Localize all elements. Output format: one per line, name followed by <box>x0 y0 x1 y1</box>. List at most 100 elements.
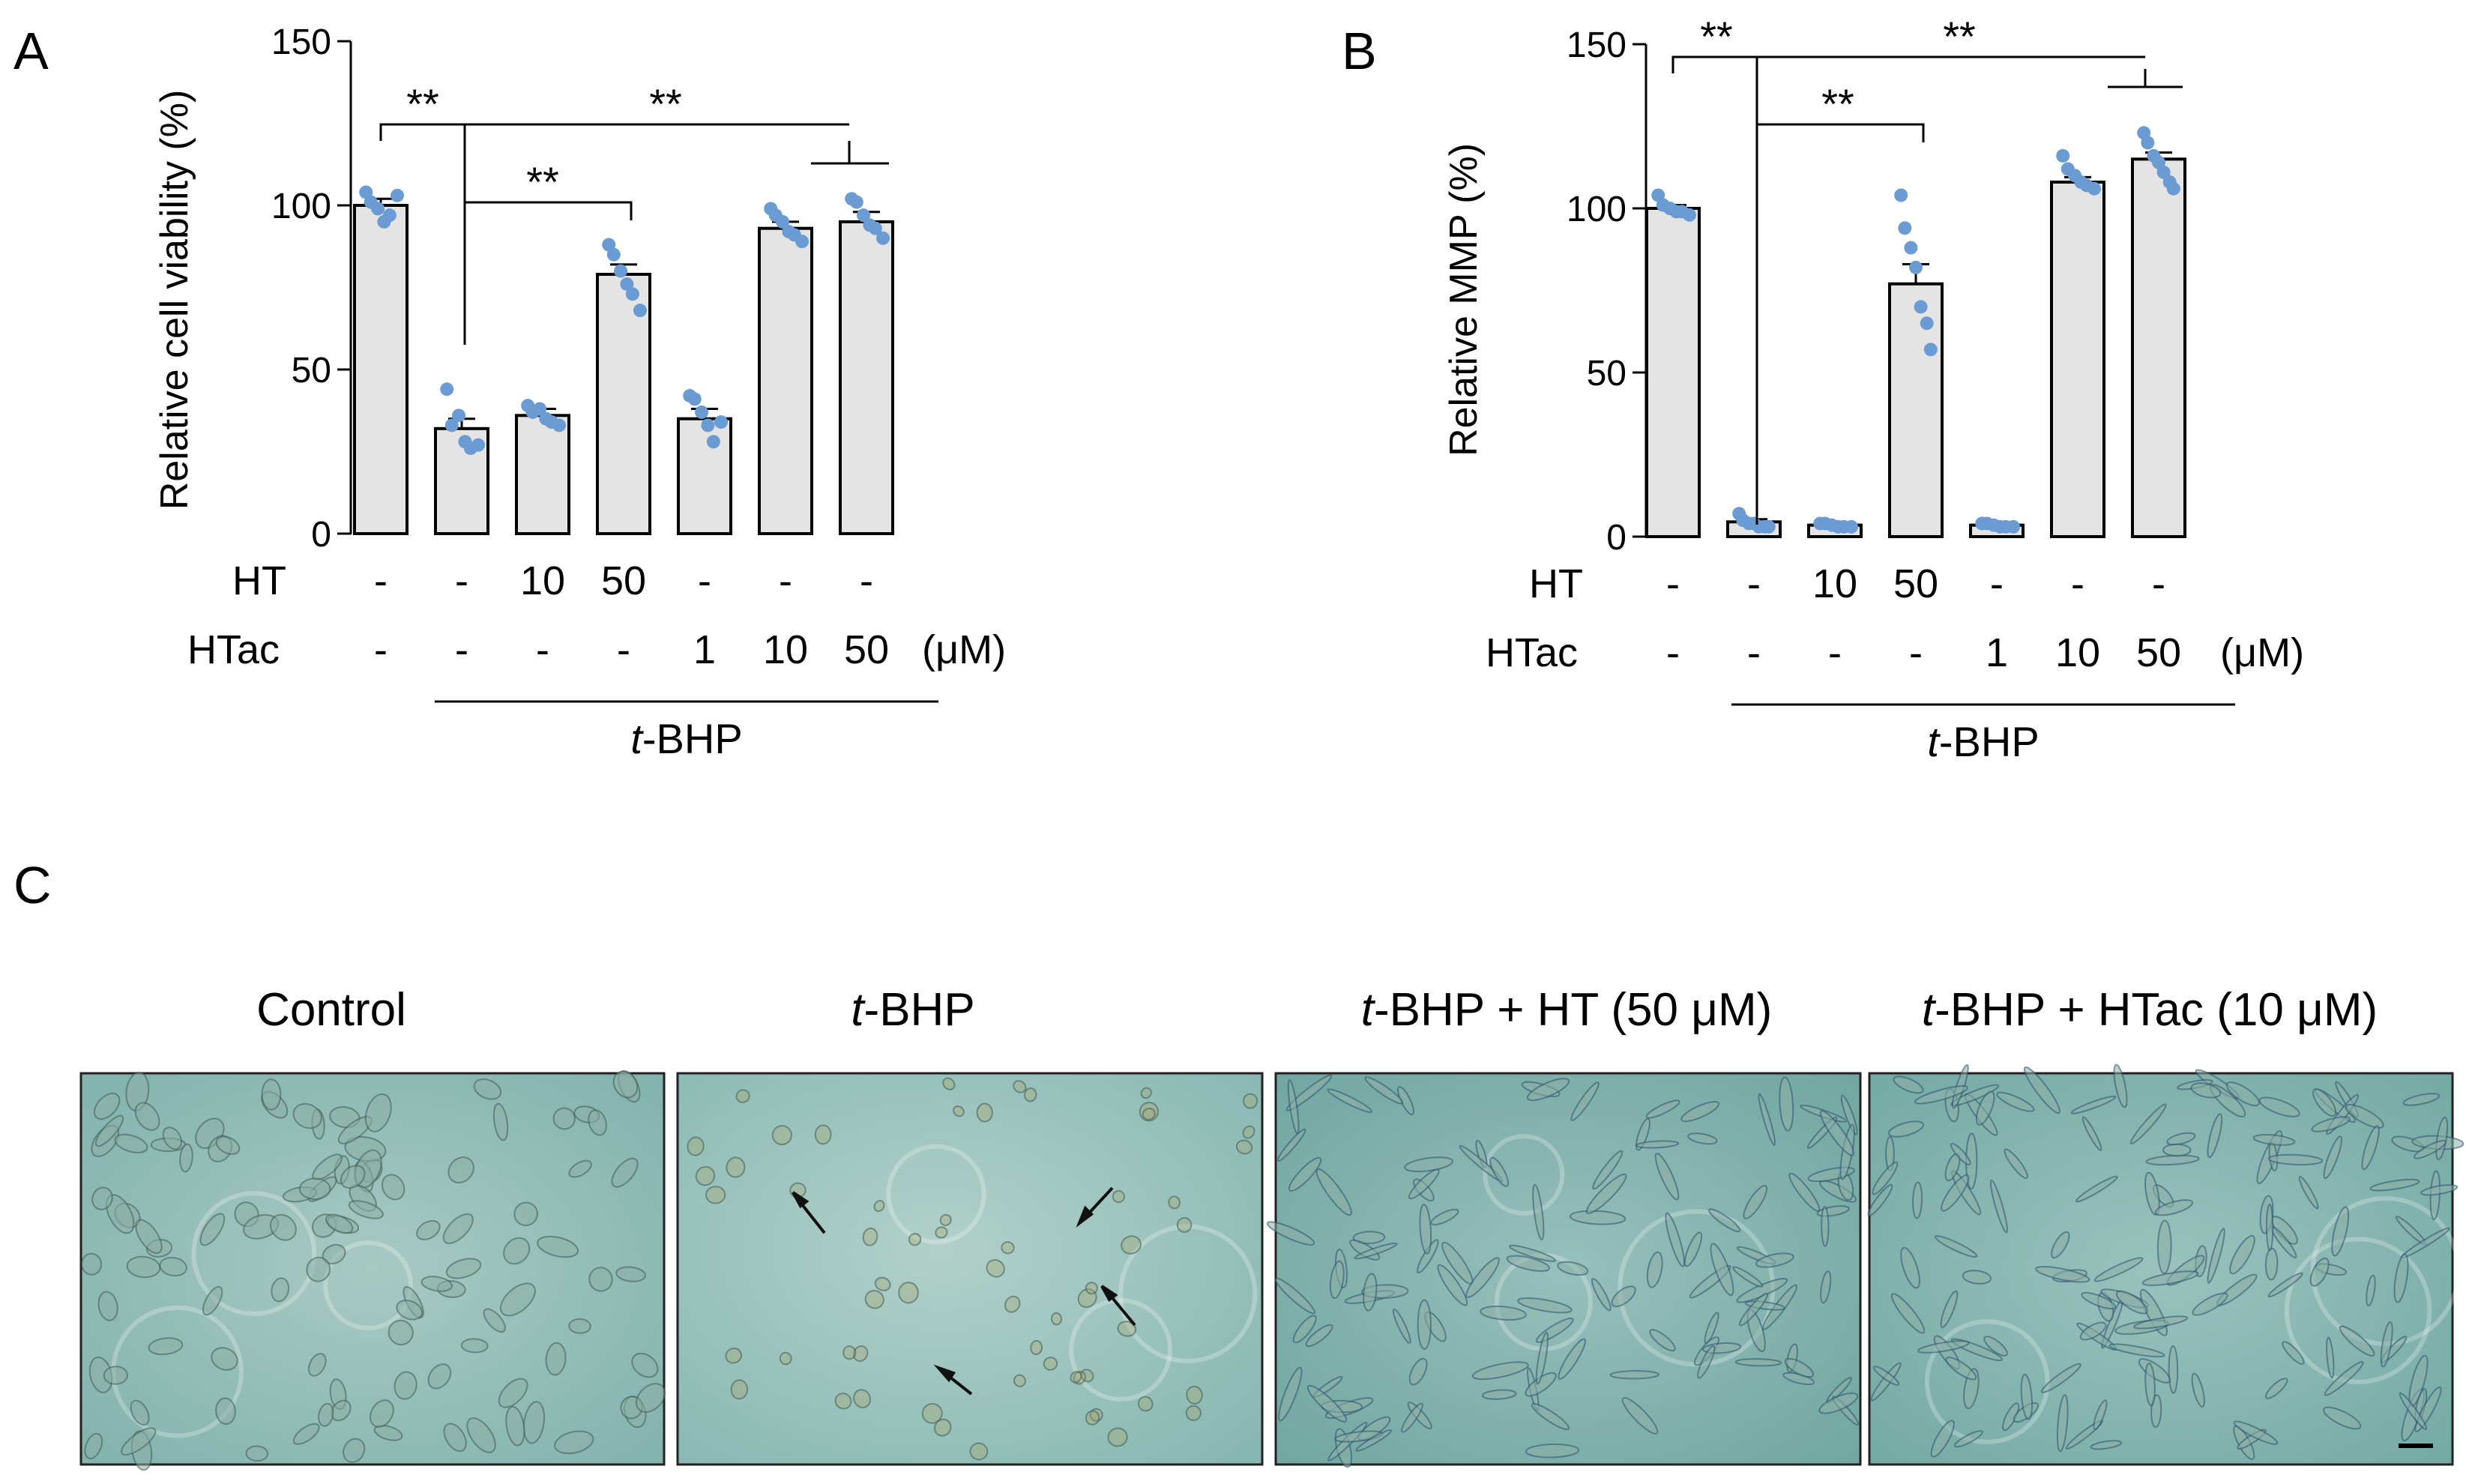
htac-values: - - - - 1 10 50 <box>1666 630 2181 675</box>
cell <box>2339 1325 2375 1357</box>
cell <box>1471 1361 1529 1381</box>
cell <box>853 1389 872 1408</box>
htac-value: - <box>374 627 388 672</box>
cell <box>2225 1082 2260 1107</box>
cell <box>492 1103 509 1141</box>
cell <box>2282 1341 2305 1365</box>
y-tick-label: 150 <box>1567 25 1627 65</box>
data-point <box>2156 165 2171 179</box>
cell <box>1085 1282 1098 1295</box>
ht-value: - <box>374 558 388 603</box>
htac-row-label: HTac <box>1486 630 1578 675</box>
cell <box>1621 1397 1659 1435</box>
cell <box>842 1345 857 1360</box>
cell <box>1954 1430 1983 1448</box>
cell <box>2323 1135 2342 1179</box>
cell <box>687 1136 705 1156</box>
bar <box>1645 207 1701 538</box>
cell <box>2108 1343 2165 1358</box>
data-point <box>1898 221 1912 235</box>
ht-value: 50 <box>1893 561 1938 606</box>
cell <box>2369 1178 2420 1192</box>
cell <box>1697 1345 1716 1379</box>
cell <box>460 1338 489 1354</box>
cell <box>611 1157 639 1188</box>
cell <box>473 1078 502 1100</box>
cell <box>1914 1085 1969 1105</box>
micrograph-tbhp-htac <box>1867 1064 2465 1466</box>
cell <box>2162 1143 2192 1157</box>
data-point <box>371 202 385 216</box>
cell <box>1315 1168 1352 1216</box>
cell <box>1004 1295 1021 1313</box>
cell <box>483 1308 506 1333</box>
cell <box>1526 1078 1570 1102</box>
cell <box>1535 1331 1549 1385</box>
cell <box>2267 1272 2303 1298</box>
cell <box>513 1201 538 1226</box>
ring-artefact <box>1483 1133 1565 1216</box>
cell <box>1408 1168 1440 1200</box>
bar <box>596 272 651 535</box>
cell <box>1085 1410 1100 1426</box>
cell <box>1983 1336 2008 1357</box>
ring-artefact <box>1924 1319 2050 1444</box>
cell <box>199 1213 226 1246</box>
cell <box>1531 1402 1570 1431</box>
cell <box>202 1285 223 1316</box>
cell <box>1532 1183 1545 1240</box>
cell <box>1354 1242 1398 1260</box>
cell <box>1887 1120 1925 1138</box>
cell <box>215 1135 241 1155</box>
data-point <box>471 438 485 452</box>
cell <box>615 1266 646 1282</box>
data-point <box>687 392 702 406</box>
cell <box>908 1233 922 1246</box>
micrograph-tbhp <box>676 1072 1264 1466</box>
micrograph-title: Control <box>256 984 406 1036</box>
cell <box>873 1200 885 1212</box>
cell <box>2233 1420 2279 1445</box>
cell <box>2399 1392 2428 1431</box>
cell <box>1480 1305 1527 1321</box>
cell <box>568 1159 592 1178</box>
cell <box>834 1393 852 1410</box>
cell <box>1934 1235 1978 1258</box>
cell <box>292 1423 320 1445</box>
y-tick-label: 100 <box>271 187 331 226</box>
bar <box>677 417 732 536</box>
cell <box>1779 1076 1794 1132</box>
y-axis: 0 50 100 150 <box>271 22 352 555</box>
cell-layer <box>81 1070 666 1471</box>
cell <box>2129 1103 2167 1144</box>
htac-value: - <box>1747 630 1761 675</box>
ring-artefact <box>1118 1224 1258 1363</box>
cell <box>1050 1312 1062 1326</box>
cell <box>1137 1396 1154 1412</box>
cell <box>2414 1139 2447 1159</box>
cell <box>1441 1241 1474 1285</box>
cell <box>862 1227 878 1246</box>
bar <box>2131 157 2186 539</box>
scale-bar <box>2399 1444 2433 1448</box>
bar <box>515 414 570 535</box>
cell <box>1266 1221 1315 1246</box>
bars <box>1645 157 2186 539</box>
cell <box>2267 1153 2324 1166</box>
cell <box>2192 1292 2228 1316</box>
data-point <box>444 418 459 432</box>
cell-layer <box>1867 1064 2465 1460</box>
cell <box>81 1252 103 1276</box>
ht-value: - <box>2152 561 2165 606</box>
y-tick-label: 0 <box>1606 518 1627 558</box>
htac-value: - <box>1909 630 1923 675</box>
cell <box>779 1351 792 1366</box>
cell <box>1636 1117 1650 1151</box>
micrograph-title: t-BHP + HTac (10 μM) <box>1922 984 2378 1036</box>
cell <box>2265 1203 2274 1252</box>
ht-values: - - 10 50 - - - <box>374 558 873 603</box>
ring-artefact <box>323 1240 414 1330</box>
cell <box>1430 1208 1459 1226</box>
cell <box>1649 1329 1676 1352</box>
ht-value: - <box>1990 561 2004 606</box>
